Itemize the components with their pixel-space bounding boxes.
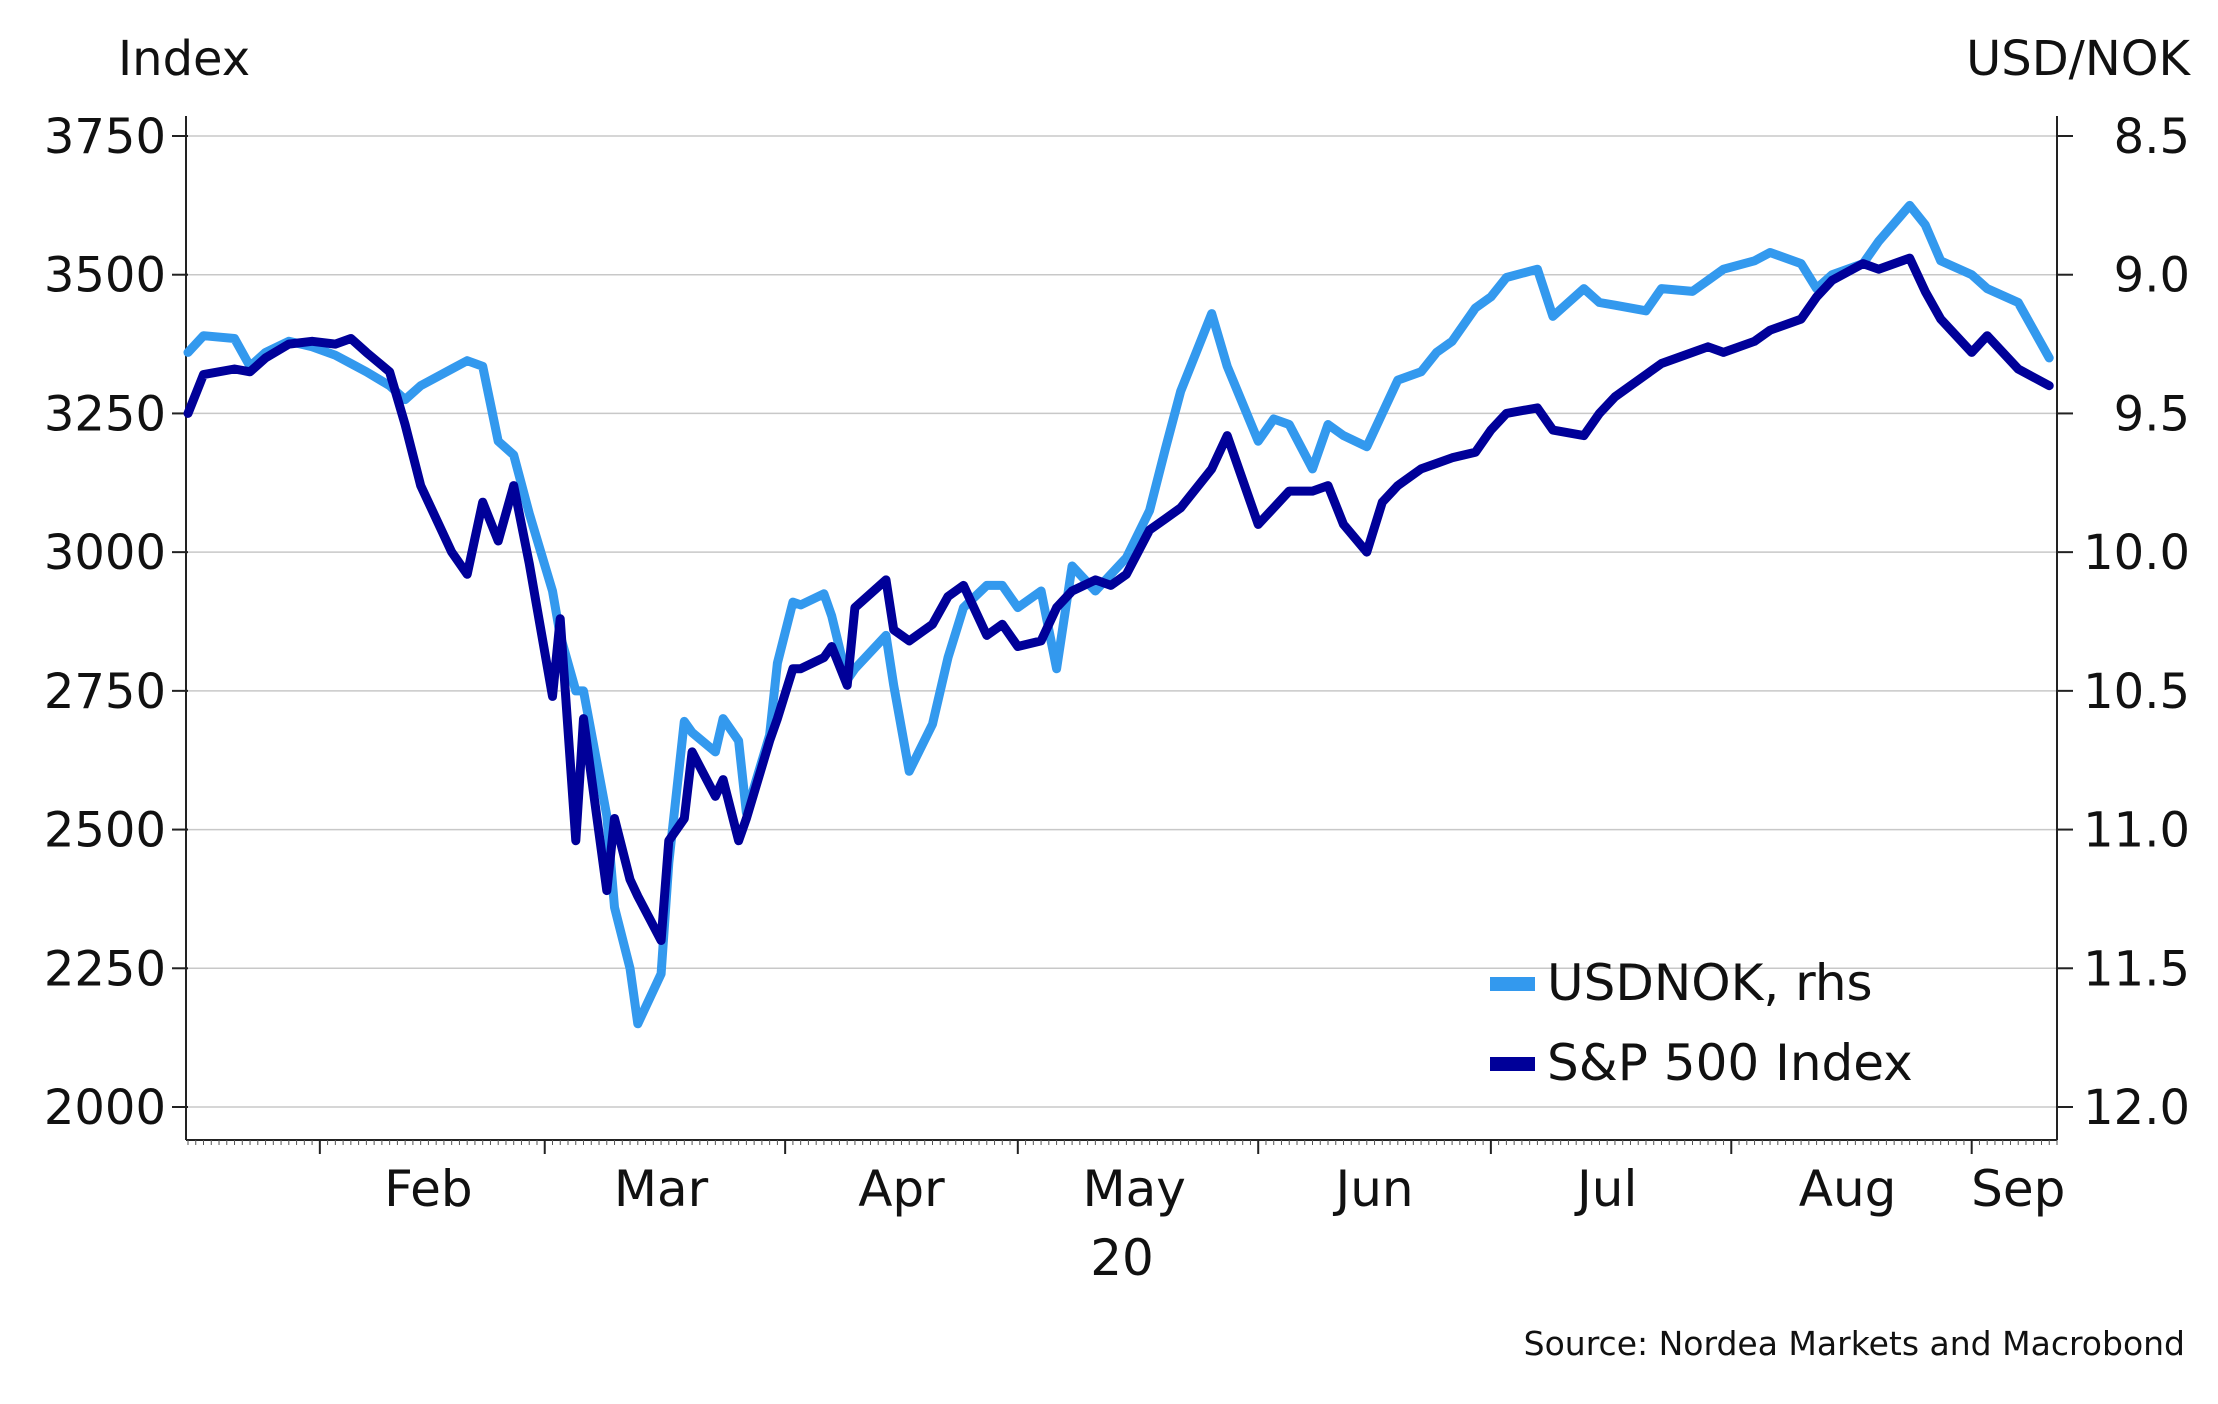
left-tick-label: 2750: [44, 664, 166, 720]
usdnok-series-line: [183, 200, 2054, 1029]
gridlines: [186, 135, 2057, 1108]
x-tick-label: Sep: [1971, 1160, 2065, 1218]
legend-label-usdnok: USDNOK, rhs: [1547, 954, 1873, 1012]
x-tick-label: Apr: [858, 1160, 945, 1218]
right-tick-label: 12.0: [2083, 1080, 2190, 1136]
x-axis-year-label: 20: [1090, 1229, 1154, 1287]
left-axis-title: Index: [118, 31, 250, 87]
right-axis-title: USD/NOK: [1966, 31, 2191, 87]
right-tick-label: 9.0: [2114, 248, 2190, 304]
x-tick-label: Jul: [1574, 1160, 1637, 1218]
left-tick-label: 2250: [44, 941, 166, 997]
legend-label-sp500: S&P 500 Index: [1547, 1034, 1913, 1092]
legend: USDNOK, rhs S&P 500 Index: [1490, 954, 1913, 1092]
x-tick-label: May: [1082, 1160, 1185, 1218]
right-tick-label: 11.0: [2083, 803, 2190, 859]
right-tick-label: 10.0: [2083, 525, 2190, 581]
left-tick-label: 3250: [44, 386, 166, 442]
x-tick-label: Jun: [1332, 1160, 1413, 1218]
axes: 2000 2250 2500 2750 3000 3250 3500 3750 8.5 9.0 9.…: [44, 109, 2190, 1218]
left-tick-label: 3750: [44, 109, 166, 165]
right-tick-label: 10.5: [2083, 664, 2190, 720]
sp500-series-line: [183, 253, 2054, 945]
right-tick-label: 8.5: [2114, 109, 2190, 165]
right-tick-label: 9.5: [2114, 386, 2190, 442]
x-tick-label: Aug: [1799, 1160, 1897, 1218]
left-tick-label: 3500: [44, 248, 166, 304]
left-tick-label: 2500: [44, 803, 166, 859]
source-note: Source: Nordea Markets and Macrobond: [1524, 1324, 2185, 1363]
x-tick-label: Feb: [384, 1160, 473, 1218]
left-tick-label: 2000: [44, 1080, 166, 1136]
x-tick-label: Mar: [614, 1160, 709, 1218]
left-tick-label: 3000: [44, 525, 166, 581]
right-tick-label: 11.5: [2083, 941, 2190, 997]
series-lines: [183, 200, 2054, 1029]
